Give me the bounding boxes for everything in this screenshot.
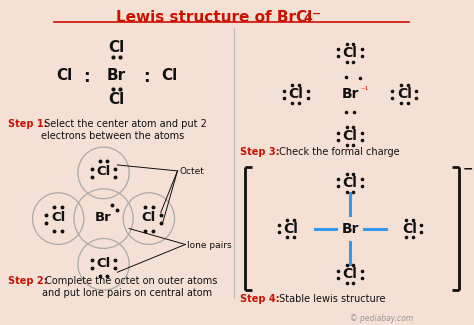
- Text: −: −: [463, 163, 473, 176]
- Text: Br: Br: [341, 87, 359, 101]
- Text: © pediabay.com: © pediabay.com: [350, 314, 413, 323]
- Text: Cl: Cl: [343, 46, 357, 60]
- Text: −: −: [311, 9, 321, 19]
- Text: Lewis structure of BrCl: Lewis structure of BrCl: [116, 10, 312, 25]
- Text: Select the center atom and put 2
electrons between the atoms: Select the center atom and put 2 electro…: [41, 119, 207, 141]
- Text: lone pairs: lone pairs: [187, 241, 232, 251]
- Text: Step 1:: Step 1:: [8, 119, 47, 129]
- Text: Cl: Cl: [56, 68, 72, 83]
- Text: Cl: Cl: [397, 87, 412, 101]
- Text: Cl: Cl: [51, 211, 65, 224]
- Text: Check the formal charge: Check the formal charge: [276, 147, 400, 157]
- Text: Cl: Cl: [162, 68, 178, 83]
- Text: :: :: [144, 68, 150, 85]
- Text: Cl: Cl: [402, 222, 417, 236]
- Text: Step 2:: Step 2:: [8, 276, 47, 286]
- Text: Stable lewis structure: Stable lewis structure: [276, 294, 385, 304]
- Text: ⁻¹: ⁻¹: [361, 86, 369, 96]
- Text: Cl: Cl: [96, 165, 110, 178]
- Text: :: :: [83, 68, 90, 85]
- Text: Br: Br: [107, 68, 126, 83]
- Text: Step 4:: Step 4:: [239, 294, 279, 304]
- Text: Cl: Cl: [343, 129, 357, 143]
- Text: Cl: Cl: [288, 87, 303, 101]
- Text: 4: 4: [304, 12, 312, 25]
- Text: Cl: Cl: [108, 92, 125, 107]
- Text: Cl: Cl: [283, 222, 298, 236]
- Text: Cl: Cl: [96, 257, 110, 270]
- Text: Complete the octet on outer atoms
and put lone pairs on central atom: Complete the octet on outer atoms and pu…: [42, 276, 218, 298]
- Text: Octet: Octet: [180, 167, 204, 176]
- Text: Cl: Cl: [108, 40, 125, 55]
- Text: Step 3:: Step 3:: [239, 147, 279, 157]
- Text: Cl: Cl: [142, 211, 156, 224]
- Text: Br: Br: [341, 222, 359, 236]
- Text: Br: Br: [95, 211, 112, 224]
- Text: Cl: Cl: [343, 267, 357, 281]
- Text: Cl: Cl: [343, 176, 357, 190]
